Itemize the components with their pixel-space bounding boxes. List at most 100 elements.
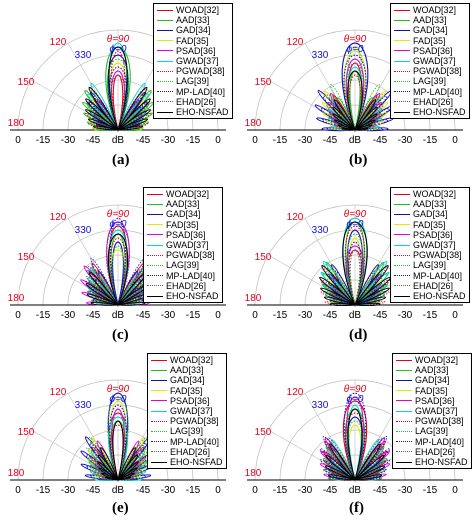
legend-swatch [147, 275, 163, 277]
radial-tick-label: -30 [161, 485, 176, 496]
legend-swatch [396, 369, 412, 371]
radial-tick-label: 0 [215, 485, 221, 496]
legend-label: EHO-NSFAD [413, 291, 466, 302]
legend-entry: LAG[39] [157, 76, 229, 86]
legend-swatch [394, 275, 410, 277]
legend-swatch [151, 441, 167, 443]
legend: WOAD[32] AAD[33] GAD[34] FAD[35] PSAD[36] GWA… [390, 187, 470, 304]
legend-swatch [147, 244, 163, 246]
panel-caption: (c) [112, 327, 129, 343]
radial-tick-label: -45 [86, 310, 101, 321]
radial-tick-label: -15 [186, 135, 201, 146]
legend-label: MP-LAD[40] [176, 86, 226, 97]
legend-swatch [151, 380, 167, 381]
legend-label: EHAD[26] [170, 446, 211, 457]
legend-swatch [147, 265, 163, 267]
legend-label: MP-LAD[40] [170, 436, 220, 447]
legend-label: MP-LAD[40] [413, 86, 463, 97]
legend-entry: MP-LAD[40] [157, 87, 229, 97]
legend-entry: WOAD[32] [394, 5, 466, 15]
legend-swatch [151, 461, 167, 463]
legend-swatch [396, 451, 412, 453]
legend-label: FAD[35] [170, 385, 203, 396]
radial-tick-label: dB [349, 135, 362, 146]
legend-label: GWAD[37] [166, 240, 209, 251]
legend-label: PSAD[36] [176, 45, 216, 56]
legend-swatch [394, 19, 410, 21]
radial-tick-label: -45 [323, 310, 338, 321]
radial-tick-label: 0 [215, 135, 221, 146]
legend-swatch [147, 295, 163, 297]
legend-label: GAD[34] [166, 209, 201, 220]
legend-swatch [151, 451, 167, 453]
legend-label: EHAD[26] [166, 280, 207, 291]
legend-swatch [157, 30, 173, 31]
radial-tick-label: -30 [398, 135, 413, 146]
legend-label: AAD[33] [170, 365, 204, 376]
pattern-panel-f: θ=90 ϕ=0 120 330 150 180 0 -15 -30 -45 dB -45 -30 -15… [237, 350, 474, 525]
legend-entry: GAD[34] [396, 375, 468, 385]
legend-entry: GWAD[37] [396, 406, 468, 416]
radial-tick-label: -15 [36, 310, 51, 321]
radial-tick-label: -30 [61, 485, 76, 496]
legend-entry: FAD[35] [157, 36, 229, 46]
legend-entry: PGWAD[38] [157, 66, 229, 76]
legend-label: PSAD[36] [415, 395, 455, 406]
legend-label: PSAD[36] [170, 395, 210, 406]
radial-tick-label: -30 [161, 135, 176, 146]
legend: WOAD[32] AAD[33] GAD[34] FAD[35] PSAD[36] GWA… [153, 3, 233, 120]
radial-tick-label: -15 [423, 135, 438, 146]
radial-tick-label: -30 [298, 310, 313, 321]
radial-tick-label: -15 [273, 310, 288, 321]
legend-label: PGWAD[38] [415, 416, 464, 427]
radial-tick-label: -45 [373, 485, 388, 496]
legend-swatch [394, 244, 410, 246]
legend-swatch [394, 60, 410, 62]
pattern-panel-b: θ=90 ϕ=0 120 330 150 180 0 -15 -30 -45 dB -45 -30 -15… [237, 0, 474, 175]
legend-swatch [394, 203, 410, 205]
legend-label: AAD[33] [176, 15, 210, 26]
legend-label: WOAD[32] [413, 5, 457, 15]
legend-swatch [151, 359, 167, 361]
legend-label: GAD[34] [176, 25, 211, 36]
legend-entry: FAD[35] [147, 220, 219, 230]
radial-tick-label: -45 [136, 485, 151, 496]
legend-label: AAD[33] [415, 365, 449, 376]
radial-tick-label: 0 [452, 135, 458, 146]
radial-tick-label: dB [112, 485, 125, 496]
legend-entry: AAD[33] [147, 199, 219, 209]
angle-label: 180 [8, 293, 25, 304]
legend-swatch [151, 431, 167, 433]
angle-label: 180 [245, 293, 262, 304]
pattern-panel-c: θ=90 ϕ=0 120 330 150 180 0 -15 -30 -45 dB -45 -30 -15… [0, 175, 237, 350]
angle-label: 180 [245, 468, 262, 479]
legend-label: EHO-NSFAD [413, 107, 466, 118]
legend-label: LAG[39] [415, 426, 449, 437]
legend-swatch [396, 410, 412, 412]
angle-label: 180 [245, 118, 262, 129]
radial-tick-label: 0 [252, 310, 258, 321]
angle-label: ϕ=0 [347, 219, 364, 230]
legend-label: MP-LAD[40] [415, 436, 465, 447]
legend-entry: PSAD[36] [394, 230, 466, 240]
legend-swatch [147, 193, 163, 195]
radial-tick-label: dB [349, 310, 362, 321]
legend-entry: WOAD[32] [151, 355, 223, 365]
legend-label: WOAD[32] [170, 355, 214, 365]
legend-entry: EHAD[26] [151, 447, 223, 457]
panel-caption: (f) [349, 500, 364, 516]
legend-swatch [157, 19, 173, 21]
legend-entry: EHO-NSFAD [396, 457, 468, 467]
angle-label: θ=90 [344, 384, 367, 395]
radial-tick-label: -30 [61, 310, 76, 321]
legend-label: WOAD[32] [413, 189, 457, 199]
radial-tick-label: -15 [273, 135, 288, 146]
legend-label: FAD[35] [176, 35, 209, 46]
legend-label: EHAD[26] [176, 96, 217, 107]
legend-swatch [394, 101, 410, 103]
radial-tick-label: dB [349, 485, 362, 496]
angle-label: 150 [18, 77, 35, 88]
series-ehad-26 [326, 62, 384, 132]
legend-label: PSAD[36] [413, 229, 453, 240]
legend-entry: FAD[35] [394, 36, 466, 46]
